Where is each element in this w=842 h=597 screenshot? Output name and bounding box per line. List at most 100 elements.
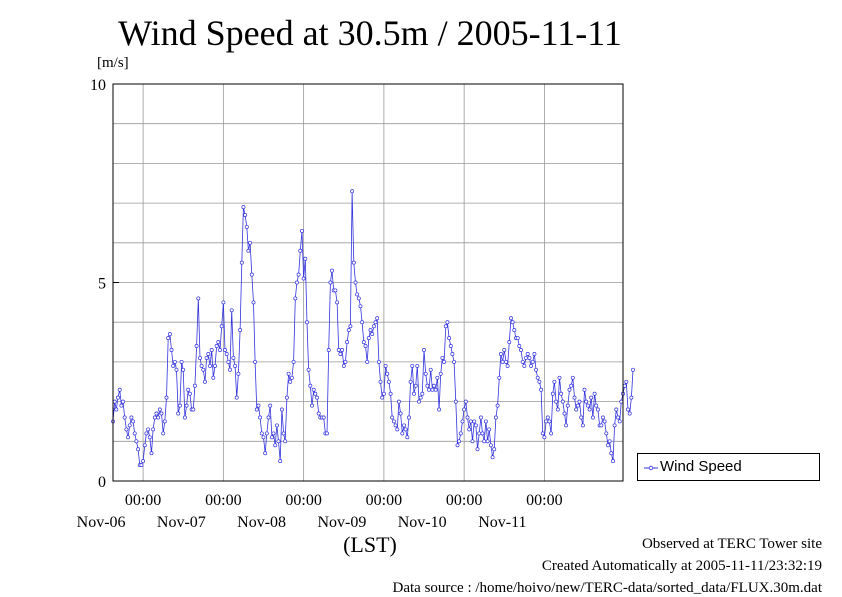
data-point bbox=[261, 435, 266, 440]
data-point bbox=[627, 411, 632, 416]
x-tick-date-label: Nov-07 bbox=[157, 514, 206, 531]
data-point bbox=[263, 451, 268, 456]
data-point bbox=[311, 387, 316, 392]
data-point bbox=[236, 371, 241, 376]
footer-data-source: Data source : /home/hoivo/new/TERC-data/… bbox=[392, 580, 823, 596]
data-point bbox=[191, 407, 196, 412]
data-point bbox=[567, 387, 572, 392]
data-point bbox=[534, 367, 538, 372]
data-point bbox=[251, 300, 256, 305]
data-point bbox=[124, 427, 129, 432]
data-point bbox=[391, 419, 396, 424]
data-point bbox=[340, 348, 345, 352]
data-point bbox=[616, 415, 620, 420]
data-point bbox=[211, 375, 216, 380]
data-point bbox=[442, 359, 447, 364]
data-point bbox=[256, 403, 261, 408]
x-tick-date-label: Nov-08 bbox=[237, 514, 286, 531]
data-point bbox=[328, 280, 333, 285]
data-point bbox=[224, 352, 229, 356]
data-point bbox=[284, 395, 289, 400]
data-point bbox=[410, 363, 415, 368]
data-point bbox=[142, 443, 147, 448]
data-point bbox=[520, 359, 525, 364]
chart-title: Wind Speed at 30.5m / 2005-11-11 bbox=[118, 13, 622, 53]
x-tick-date-label: Nov-06 bbox=[77, 514, 126, 531]
data-point bbox=[181, 367, 186, 372]
data-point bbox=[187, 391, 192, 396]
data-point bbox=[590, 415, 595, 420]
data-point bbox=[552, 379, 557, 384]
data-point bbox=[405, 435, 410, 440]
data-point bbox=[313, 391, 318, 396]
data-point bbox=[273, 443, 278, 448]
data-point bbox=[167, 332, 172, 337]
data-point bbox=[176, 411, 181, 416]
x-tick-time-label: 00:00 bbox=[446, 492, 482, 509]
data-point bbox=[226, 359, 231, 364]
data-point bbox=[458, 431, 463, 436]
data-point bbox=[127, 423, 132, 428]
data-point bbox=[490, 455, 495, 460]
data-point bbox=[609, 451, 614, 456]
data-point bbox=[433, 387, 438, 392]
data-point bbox=[134, 439, 139, 444]
data-point bbox=[428, 367, 433, 372]
data-point bbox=[271, 431, 276, 436]
data-point bbox=[492, 447, 497, 452]
data-point bbox=[450, 352, 455, 356]
data-point bbox=[631, 367, 635, 372]
data-point bbox=[355, 292, 360, 297]
data-point bbox=[341, 363, 346, 368]
data-point bbox=[121, 399, 125, 404]
data-point bbox=[253, 359, 258, 364]
data-point bbox=[574, 407, 579, 412]
data-point bbox=[278, 459, 283, 464]
data-point bbox=[206, 352, 211, 356]
data-point bbox=[122, 415, 127, 420]
data-point bbox=[338, 352, 343, 356]
data-point bbox=[530, 359, 535, 364]
y-axis-unit: [m/s] bbox=[97, 55, 129, 71]
data-point bbox=[437, 407, 442, 412]
data-point bbox=[478, 415, 483, 420]
data-point bbox=[402, 423, 406, 428]
data-point bbox=[587, 407, 592, 412]
data-point bbox=[231, 355, 236, 360]
data-point bbox=[470, 439, 475, 444]
data-point bbox=[117, 387, 122, 392]
data-point bbox=[218, 348, 222, 352]
legend-line-marker bbox=[644, 465, 658, 471]
data-point bbox=[365, 359, 370, 364]
data-point bbox=[527, 355, 532, 360]
data-point bbox=[223, 348, 227, 352]
data-point bbox=[614, 407, 619, 412]
data-point bbox=[370, 332, 375, 337]
data-point bbox=[216, 340, 221, 345]
data-point bbox=[600, 415, 605, 420]
data-point bbox=[559, 391, 564, 396]
data-point bbox=[169, 348, 174, 352]
data-point bbox=[418, 395, 423, 400]
data-point bbox=[208, 363, 212, 368]
data-point bbox=[239, 260, 244, 265]
data-point bbox=[196, 296, 201, 301]
data-point bbox=[204, 355, 209, 360]
data-point bbox=[132, 431, 137, 436]
data-point bbox=[532, 352, 537, 356]
data-point bbox=[305, 320, 309, 325]
data-point bbox=[535, 375, 540, 380]
data-point bbox=[353, 280, 358, 285]
data-point bbox=[565, 403, 570, 408]
data-point bbox=[276, 439, 281, 444]
data-point bbox=[298, 248, 303, 253]
data-point bbox=[562, 411, 567, 416]
data-point bbox=[279, 407, 284, 412]
data-point bbox=[595, 407, 600, 412]
data-point bbox=[447, 336, 452, 341]
data-point bbox=[525, 352, 530, 356]
data-point bbox=[259, 431, 264, 436]
data-point bbox=[564, 423, 569, 428]
data-point bbox=[390, 415, 395, 420]
